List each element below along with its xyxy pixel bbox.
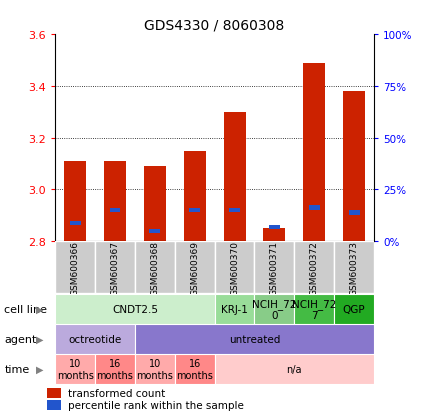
Text: QGP: QGP [343, 304, 366, 314]
Bar [224, 113, 246, 242]
Text: GSM600371: GSM600371 [270, 240, 279, 295]
FancyBboxPatch shape [215, 242, 255, 293]
FancyBboxPatch shape [55, 354, 95, 384]
Text: GSM600370: GSM600370 [230, 240, 239, 295]
FancyBboxPatch shape [215, 354, 374, 384]
Text: GSM600369: GSM600369 [190, 240, 199, 295]
Text: NCIH_72
0: NCIH_72 0 [252, 298, 297, 320]
Text: 16
months: 16 months [96, 358, 133, 380]
Text: GSM600366: GSM600366 [71, 240, 79, 295]
Text: 10
months: 10 months [57, 358, 94, 380]
Bar [70, 221, 81, 226]
FancyBboxPatch shape [175, 242, 215, 293]
FancyBboxPatch shape [135, 324, 374, 354]
Text: 16
months: 16 months [176, 358, 213, 380]
FancyBboxPatch shape [55, 294, 215, 324]
FancyBboxPatch shape [255, 294, 294, 324]
Bar [64, 161, 86, 242]
FancyBboxPatch shape [135, 242, 175, 293]
Text: GSM600368: GSM600368 [150, 240, 159, 295]
Text: ▶: ▶ [36, 334, 44, 344]
Text: GSM600367: GSM600367 [110, 240, 119, 295]
FancyBboxPatch shape [135, 354, 175, 384]
Bar [264, 229, 285, 242]
Bar [189, 208, 200, 213]
Text: KRJ-1: KRJ-1 [221, 304, 248, 314]
Title: GDS4330 / 8060308: GDS4330 / 8060308 [144, 19, 285, 33]
FancyBboxPatch shape [55, 242, 95, 293]
FancyBboxPatch shape [294, 294, 334, 324]
Text: CNDT2.5: CNDT2.5 [112, 304, 158, 314]
Text: cell line: cell line [4, 304, 47, 314]
Text: GSM600373: GSM600373 [350, 240, 359, 295]
Bar [184, 151, 206, 242]
FancyBboxPatch shape [95, 242, 135, 293]
Text: percentile rank within the sample: percentile rank within the sample [68, 400, 244, 410]
FancyBboxPatch shape [294, 242, 334, 293]
Text: octreotide: octreotide [68, 334, 122, 344]
FancyBboxPatch shape [255, 242, 294, 293]
Text: agent: agent [4, 334, 37, 344]
Bar [149, 229, 160, 234]
Text: time: time [4, 364, 29, 374]
Text: 10
months: 10 months [136, 358, 173, 380]
Bar [269, 225, 280, 230]
Bar [110, 208, 121, 213]
FancyBboxPatch shape [55, 324, 135, 354]
Bar [104, 161, 126, 242]
Text: transformed count: transformed count [68, 388, 165, 398]
FancyBboxPatch shape [334, 294, 374, 324]
Text: GSM600372: GSM600372 [310, 240, 319, 295]
Text: ▶: ▶ [36, 304, 44, 314]
Text: untreated: untreated [229, 334, 280, 344]
FancyBboxPatch shape [95, 354, 135, 384]
Bar [309, 206, 320, 210]
Text: n/a: n/a [286, 364, 302, 374]
Text: ▶: ▶ [36, 364, 44, 374]
FancyBboxPatch shape [215, 294, 255, 324]
FancyBboxPatch shape [175, 354, 215, 384]
Bar [47, 388, 61, 398]
Bar [303, 64, 325, 242]
Bar [348, 211, 360, 216]
Bar [343, 92, 365, 242]
FancyBboxPatch shape [334, 242, 374, 293]
Bar [47, 400, 61, 410]
Bar [229, 208, 240, 213]
Text: NCIH_72
7: NCIH_72 7 [292, 298, 337, 320]
Bar [144, 167, 166, 242]
